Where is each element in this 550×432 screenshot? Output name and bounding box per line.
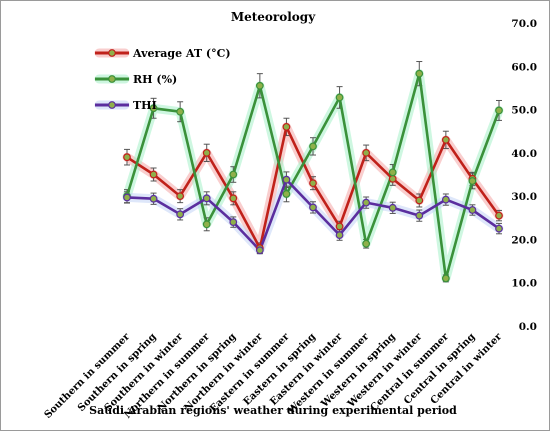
data-point	[202, 148, 211, 157]
y-axis-ticks: 0.0 10.0 20.0 30.0 40.0 50.0 60.0 70.0	[511, 18, 537, 333]
legend-label: RH (%)	[133, 73, 177, 86]
legend-swatch-marker	[108, 75, 116, 83]
legend-label: THI	[133, 99, 157, 112]
data-point	[176, 192, 185, 201]
data-point	[415, 196, 424, 205]
data-point	[149, 170, 158, 179]
data-point	[229, 194, 238, 203]
data-point	[362, 239, 371, 248]
chart-title: Meteorology	[231, 10, 316, 24]
y-tick-label: 50.0	[511, 105, 537, 117]
y-tick-label: 20.0	[511, 234, 537, 246]
legend-swatch-marker	[108, 101, 116, 109]
y-tick-label: 10.0	[511, 278, 537, 290]
data-point	[176, 210, 185, 219]
data-point	[229, 218, 238, 227]
legend-label: Average AT (°C)	[132, 47, 231, 60]
data-point	[362, 198, 371, 207]
data-point	[335, 93, 344, 102]
data-point	[255, 246, 264, 255]
y-tick-label: 60.0	[511, 61, 537, 73]
x-axis-label: Saudi Arabian regions' weather during ex…	[89, 404, 457, 417]
data-point	[309, 179, 317, 188]
data-point	[495, 211, 503, 220]
data-point	[202, 220, 211, 229]
data-point	[495, 106, 503, 115]
data-point	[123, 193, 131, 202]
legend-swatch-marker	[108, 49, 116, 57]
data-point	[282, 175, 291, 184]
data-point	[149, 194, 158, 203]
legend-entry: Average AT (°C)	[94, 47, 231, 60]
data-point	[335, 222, 344, 231]
data-point	[123, 153, 131, 162]
legend-entry: RH (%)	[94, 73, 177, 86]
data-point	[441, 274, 450, 283]
legend-entry: THI	[94, 99, 157, 112]
legend: Average AT (°C) RH (%) THI	[94, 47, 231, 112]
y-tick-label: 40.0	[511, 148, 537, 160]
data-point	[415, 69, 424, 78]
data-point	[388, 168, 397, 177]
data-points-layer	[123, 69, 503, 283]
data-point	[388, 203, 397, 212]
data-point	[441, 135, 450, 144]
data-point	[282, 190, 291, 198]
data-point	[468, 206, 477, 214]
y-tick-label: 30.0	[511, 191, 537, 203]
y-tick-label: 70.0	[511, 18, 537, 30]
data-point	[415, 211, 424, 220]
data-point	[229, 170, 238, 179]
data-point	[309, 142, 317, 151]
data-point	[282, 122, 291, 131]
data-point	[441, 195, 450, 204]
data-point	[309, 203, 317, 212]
data-point	[495, 224, 503, 233]
data-point	[468, 177, 477, 185]
data-point	[255, 81, 264, 90]
data-point	[149, 104, 158, 113]
data-point	[176, 107, 185, 116]
y-tick-label: 0.0	[519, 321, 537, 333]
data-point	[202, 194, 211, 203]
data-point	[388, 174, 397, 183]
data-point	[335, 231, 344, 240]
data-point	[362, 148, 371, 157]
